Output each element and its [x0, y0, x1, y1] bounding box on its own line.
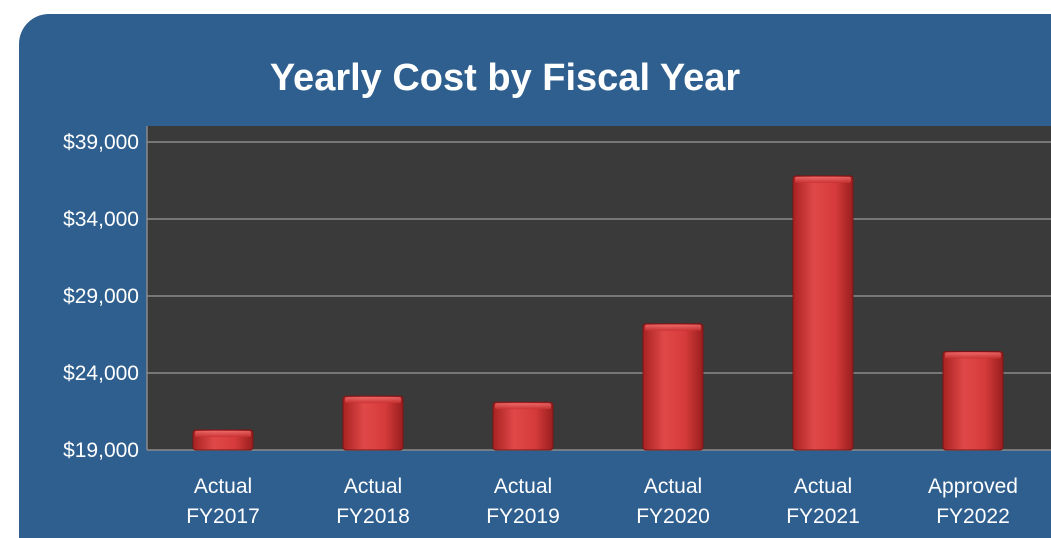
x-tick-label: FY2017	[186, 505, 260, 528]
bar-highlight	[495, 403, 551, 410]
bar	[492, 401, 554, 451]
y-tick-label: $29,000	[63, 285, 139, 308]
x-tick-label: Actual	[344, 475, 402, 498]
bar	[792, 175, 854, 451]
bar-highlight	[945, 352, 1001, 359]
bar-highlight	[195, 430, 251, 437]
bars	[192, 175, 1004, 451]
x-tick-label: FY2021	[786, 505, 860, 528]
x-tick-label: FY2018	[336, 505, 410, 528]
x-tick-label: Actual	[644, 475, 702, 498]
x-tick-label: FY2020	[636, 505, 710, 528]
bar-highlight	[795, 176, 851, 183]
plot-area	[147, 126, 1051, 450]
x-tick-label: FY2019	[486, 505, 560, 528]
bar-highlight	[645, 324, 701, 331]
y-axis-ticks: $19,000 $24,000 $29,000 $34,000 $39,000	[63, 131, 139, 462]
y-tick-label: $24,000	[63, 362, 139, 385]
bar	[342, 395, 404, 451]
chart-title: Yearly Cost by Fiscal Year	[269, 57, 741, 99]
y-tick-label: $39,000	[63, 131, 139, 154]
y-tick-label: $19,000	[63, 439, 139, 462]
x-tick-label: Approved	[928, 475, 1018, 498]
bar-highlight	[345, 397, 401, 404]
grid-lines	[146, 126, 1051, 451]
y-tick-label: $34,000	[63, 208, 139, 231]
x-tick-label: Actual	[794, 475, 852, 498]
x-tick-label: FY2022	[936, 505, 1010, 528]
bar	[942, 350, 1004, 451]
x-axis-labels: Actual FY2017 Actual FY2018 Actual FY2019 Actu…	[186, 475, 1018, 528]
x-tick-label: Actual	[494, 475, 552, 498]
bar	[642, 323, 704, 451]
x-tick-label: Actual	[194, 475, 252, 498]
